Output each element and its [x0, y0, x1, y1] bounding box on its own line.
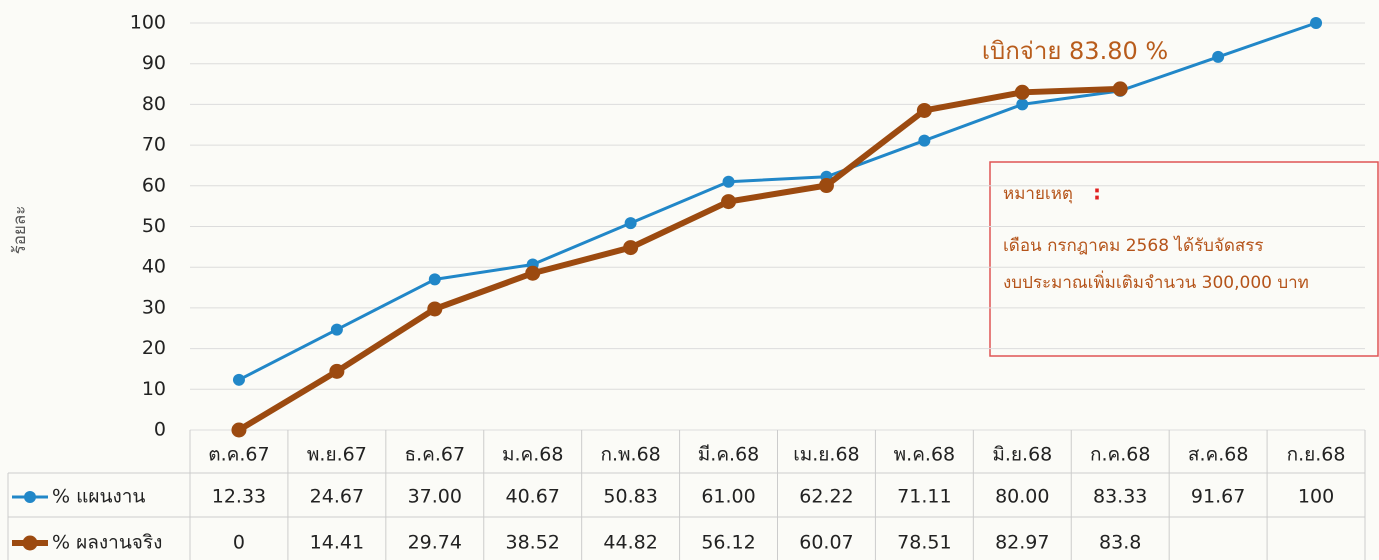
legend-label: % ผลงานจริง	[52, 532, 162, 554]
note-line: งบประมาณเพิ่มเติมจำนวน 300,000 บาท	[1003, 270, 1309, 293]
data-point	[818, 178, 834, 194]
table-value: 38.52	[506, 532, 560, 554]
annotation: เบิกจ่าย 83.80 %	[982, 37, 1168, 65]
x-tick-label: พ.ย.67	[307, 444, 367, 466]
table-value: 61.00	[701, 486, 755, 508]
data-point	[721, 194, 737, 210]
data-point	[232, 373, 245, 386]
x-tick-label: ม.ค.68	[502, 444, 564, 466]
table-value: 50.83	[603, 486, 657, 508]
data-point	[624, 217, 637, 230]
data-point	[916, 102, 932, 118]
table-value: 62.22	[799, 486, 853, 508]
table-value: 14.41	[310, 532, 364, 554]
data-point	[1212, 50, 1225, 63]
y-tick-label: 10	[142, 378, 166, 400]
table-value: 100	[1298, 486, 1334, 508]
series-line	[237, 85, 1121, 433]
legend-marker	[24, 491, 36, 503]
data-point	[330, 323, 343, 336]
y-tick-label: 90	[142, 52, 166, 74]
x-tick-label: ก.พ.68	[600, 444, 660, 466]
table-value: 80.00	[995, 486, 1049, 508]
y-tick-label: 30	[142, 296, 166, 318]
x-tick-label: เม.ย.68	[793, 444, 859, 466]
table-value: 12.33	[212, 486, 266, 508]
table-value: 82.97	[995, 532, 1049, 554]
y-tick-label: 60	[142, 174, 166, 196]
legend-marker	[22, 535, 38, 551]
table-value: 24.67	[310, 486, 364, 508]
note-title: หมายเหตุ	[1003, 184, 1073, 204]
data-point	[329, 363, 345, 379]
data-point	[231, 422, 247, 438]
y-tick-label: 40	[142, 256, 166, 278]
y-tick-label: 80	[142, 93, 166, 115]
data-point	[722, 175, 735, 188]
x-tick-label: มิ.ย.68	[992, 444, 1052, 466]
y-axis-label: ร้อยละ	[10, 206, 30, 255]
table-value: 0	[233, 532, 245, 554]
x-tick-label: ต.ค.67	[208, 444, 269, 466]
x-tick-label: มี.ค.68	[698, 444, 760, 466]
note-separator: :	[1093, 181, 1101, 205]
x-tick-label: ส.ค.68	[1188, 444, 1249, 466]
data-point	[1016, 98, 1029, 111]
table-value: 56.12	[701, 532, 755, 554]
x-tick-label: ธ.ค.67	[405, 444, 466, 466]
y-tick-label: 0	[154, 419, 166, 441]
y-tick-label: 50	[142, 215, 166, 237]
table-value: 83.8	[1099, 532, 1141, 554]
table-value: 78.51	[897, 532, 951, 554]
x-tick-label: ก.ย.68	[1287, 444, 1346, 466]
table-value: 71.11	[897, 486, 951, 508]
data-point	[525, 265, 541, 281]
table-value: 60.07	[799, 532, 853, 554]
data-point	[1112, 81, 1128, 97]
x-tick-label: พ.ค.68	[894, 444, 956, 466]
y-tick-label: 20	[142, 337, 166, 359]
table-value: 40.67	[506, 486, 560, 508]
note-line: เดือน กรกฎาคม 2568 ได้รับจัดสรร	[1003, 235, 1264, 256]
data-point	[428, 273, 441, 286]
table-value: 37.00	[408, 486, 462, 508]
table-value: 44.82	[603, 532, 657, 554]
table-value: 91.67	[1191, 486, 1245, 508]
x-tick-label: ก.ค.68	[1090, 444, 1150, 466]
table-value: 83.33	[1093, 486, 1147, 508]
table-value: 29.74	[408, 532, 462, 554]
data-point	[1310, 17, 1323, 29]
legend-label: % แผนงาน	[52, 486, 145, 508]
series-line	[238, 21, 1317, 382]
data-point	[623, 240, 639, 256]
data-point	[918, 134, 931, 147]
note-box	[989, 161, 1379, 357]
y-tick-label: 70	[142, 134, 166, 156]
y-tick-label: 100	[130, 12, 166, 34]
data-point	[427, 301, 443, 317]
data-point	[1014, 84, 1030, 100]
